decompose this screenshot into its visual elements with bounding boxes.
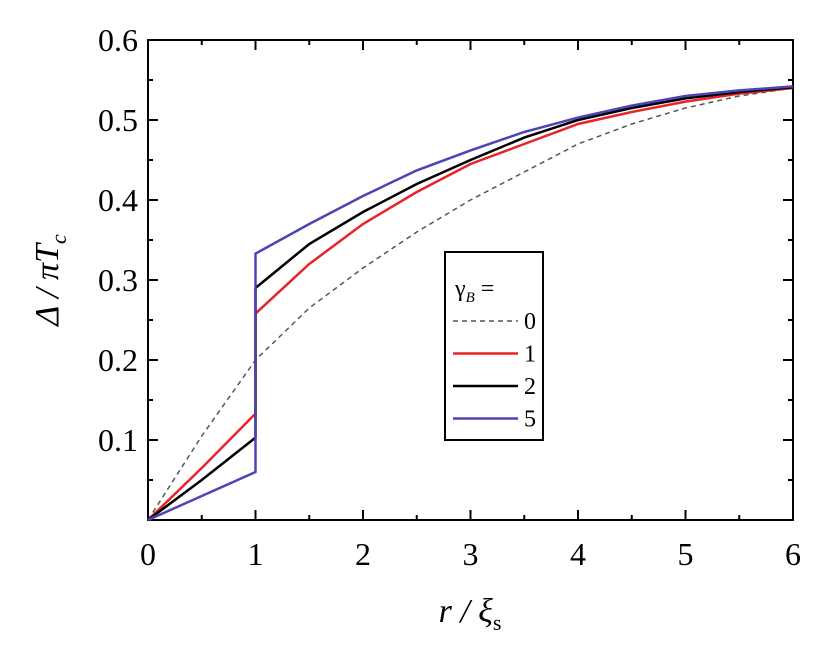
y-tick-label: 0.1	[98, 422, 138, 458]
x-tick-label: 5	[678, 536, 694, 572]
y-tick-label: 0.6	[98, 22, 138, 58]
legend-title: γB =	[454, 276, 494, 306]
x-tick-label: 0	[140, 536, 156, 572]
x-axis-label: r / ξs	[439, 593, 502, 635]
legend-box	[444, 251, 544, 441]
y-tick-label: 0.2	[98, 342, 138, 378]
x-label-text: r / ξ	[439, 593, 494, 630]
y-tick-label: 0.3	[98, 262, 138, 298]
y-axis-label: Δ / πTc	[29, 234, 71, 328]
y-label-text: Δ / πT	[29, 242, 66, 328]
legend-title-sub: B	[466, 290, 475, 306]
x-tick-label: 4	[570, 536, 586, 572]
x-tick-label: 3	[463, 536, 479, 572]
legend-label: 1	[524, 342, 536, 368]
y-label-sub: c	[46, 234, 71, 244]
x-tick-label: 1	[248, 536, 264, 572]
legend-title-text: γ	[454, 276, 466, 302]
legend-label: 2	[524, 374, 536, 400]
legend-label: 5	[524, 407, 536, 433]
series-line	[147, 85, 794, 522]
x-label-sub: s	[493, 610, 502, 635]
x-tick-label: 6	[785, 536, 801, 572]
y-tick-label: 0.4	[98, 182, 138, 218]
y-tick-label: 0.5	[98, 102, 138, 138]
legend-label: 0	[524, 309, 536, 335]
x-tick-label: 2	[355, 536, 371, 572]
legend-title-end: =	[481, 276, 495, 302]
